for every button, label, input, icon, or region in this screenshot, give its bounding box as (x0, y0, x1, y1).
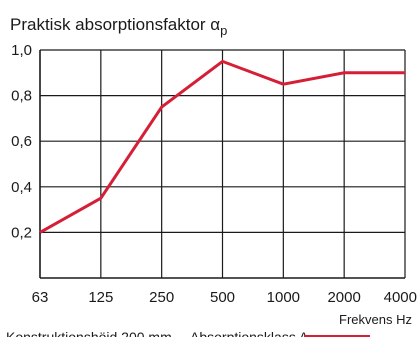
x-tick-label: 4000 (384, 289, 417, 306)
x-tick-label: 125 (88, 289, 113, 306)
tick-labels: 0,2 0,4 0,6 0,8 1,0 63 125 250 500 1000 2000 4000 (11, 42, 417, 306)
y-tick-label: 0,6 (11, 133, 32, 150)
y-tick-label: 0,4 (11, 179, 32, 196)
footer-left-text: Konstruktionshöjd 200 mm (6, 329, 172, 337)
legend-label: Absorptionsklass A (190, 329, 309, 337)
chart-title: Praktisk absorptionsfaktor αp (10, 15, 227, 38)
y-tick-label: 0,8 (11, 88, 32, 105)
y-tick-label: 1,0 (11, 42, 32, 59)
x-tick-label: 500 (210, 289, 235, 306)
x-tick-label: 2000 (327, 289, 360, 306)
x-axis-label: Frekvens Hz (339, 312, 412, 327)
x-tick-label: 1000 (267, 289, 300, 306)
x-tick-label: 250 (149, 289, 174, 306)
y-tick-label: 0,2 (11, 224, 32, 241)
x-tick-label: 63 (32, 289, 49, 306)
grid (40, 50, 405, 278)
